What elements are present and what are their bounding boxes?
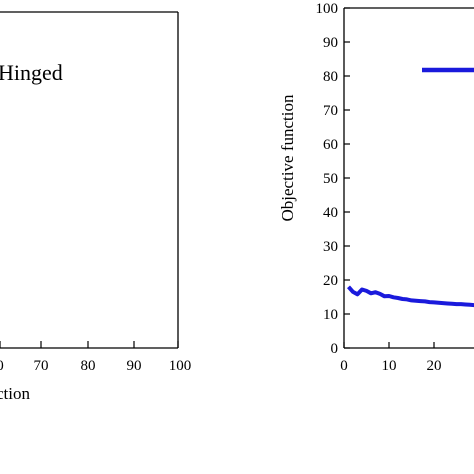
right-y-tick-label: 60 bbox=[323, 137, 338, 153]
left-panel: 0 70 80 90 100 Hinged ction bbox=[0, 11, 191, 403]
left-x-tick-label: 70 bbox=[34, 358, 49, 374]
right-y-tick-label: 80 bbox=[323, 69, 338, 85]
right-y-tick-label: 0 bbox=[331, 341, 339, 357]
right-y-axis-label: Objective function bbox=[278, 94, 297, 221]
left-x-tick-label: 100 bbox=[169, 358, 192, 374]
left-x-ticks: 0 70 80 90 100 bbox=[0, 341, 191, 374]
right-y-tick-label: 50 bbox=[323, 171, 338, 187]
left-x-tick-label: 80 bbox=[81, 358, 96, 374]
right-x-tick-label: 10 bbox=[382, 358, 397, 374]
left-x-tick-label: 0 bbox=[0, 358, 4, 374]
right-x-tick-label: 0 bbox=[340, 358, 348, 374]
right-x-tick-label: 20 bbox=[427, 358, 442, 374]
left-x-axis-label: ction bbox=[0, 384, 30, 403]
right-y-tick-label: 70 bbox=[323, 103, 338, 119]
right-y-tick-label: 40 bbox=[323, 205, 338, 221]
right-series-group bbox=[347, 285, 474, 308]
right-y-tick-label: 90 bbox=[323, 35, 338, 51]
objective-series-line bbox=[347, 285, 474, 308]
left-annotation-hinged: Hinged bbox=[0, 60, 63, 85]
right-y-tick-label: 20 bbox=[323, 273, 338, 289]
right-y-tick-label: 10 bbox=[323, 307, 338, 323]
right-y-ticks: 0 10 20 30 40 50 60 70 80 90 100 bbox=[316, 1, 350, 357]
left-x-tick-label: 90 bbox=[127, 358, 142, 374]
right-y-tick-label: 100 bbox=[316, 1, 339, 17]
right-y-tick-label: 30 bbox=[323, 239, 338, 255]
